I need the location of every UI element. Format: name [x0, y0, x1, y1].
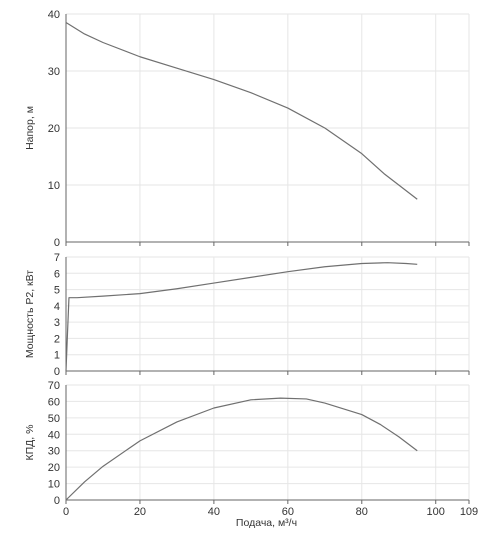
- y-axis-title: Мощность P2, кВт: [24, 270, 36, 358]
- x-tick-label: 60: [282, 506, 294, 518]
- x-tick-label: 40: [208, 506, 220, 518]
- y-tick-label: 3: [54, 317, 60, 329]
- y-tick-label: 2: [54, 333, 60, 345]
- x-axis-title: Подача, м³/ч: [236, 517, 297, 529]
- panel-3: 0 10 20 30 40 50 60 70 КПД, %: [24, 380, 470, 507]
- y-tick-label: 60: [48, 396, 60, 408]
- x-tick-label: 80: [356, 506, 368, 518]
- y-tick-label: 30: [48, 446, 60, 458]
- x-tick-label: 20: [134, 506, 146, 518]
- y-tick-label: 20: [48, 123, 60, 135]
- y-tick-label: 4: [54, 301, 60, 313]
- y-tick-label: 20: [48, 462, 60, 474]
- y-tick-label: 70: [48, 380, 60, 392]
- y-axis-title: Напор, м: [24, 106, 36, 150]
- series-line: [65, 262, 418, 372]
- x-tick-label: 0: [63, 506, 69, 518]
- y-tick-label: 30: [48, 66, 60, 78]
- y-tick-label: 0: [54, 237, 60, 249]
- panel-1: 0 10 20 30 40 Напор, м: [24, 9, 470, 249]
- y-tick-label: 40: [48, 429, 60, 441]
- panel-2: 0 1 2 3 4 5 6 7 Мощность P2, кВт: [24, 252, 470, 378]
- y-tick-label: 0: [54, 366, 60, 378]
- y-tick-label: 1: [54, 350, 60, 362]
- y-tick-label: 10: [48, 180, 60, 192]
- series-line: [65, 397, 418, 501]
- series-line: [65, 22, 418, 200]
- x-tick-label: 109: [460, 506, 478, 518]
- y-tick-label: 50: [48, 413, 60, 425]
- y-tick-label: 10: [48, 479, 60, 491]
- y-axis-title: КПД, %: [24, 425, 36, 461]
- y-tick-label: 7: [54, 252, 60, 264]
- y-tick-label: 40: [48, 9, 60, 21]
- x-tick-label: 100: [427, 506, 445, 518]
- y-tick-label: 6: [54, 268, 60, 280]
- y-tick-label: 0: [54, 495, 60, 507]
- y-tick-label: 5: [54, 285, 60, 297]
